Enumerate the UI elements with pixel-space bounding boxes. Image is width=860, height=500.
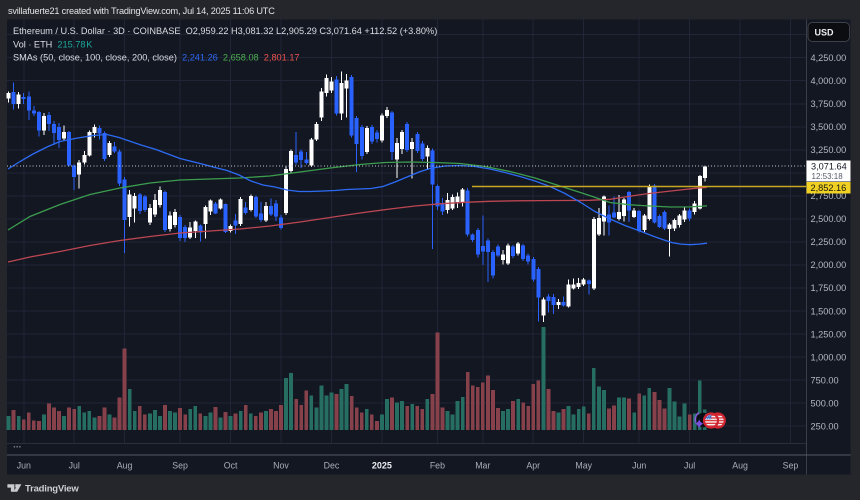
svg-text:Vol · ETH 215.78 K: Vol · ETH 215.78 K (13, 40, 93, 50)
svg-text:Aug: Aug (117, 461, 133, 471)
svg-text:Oct: Oct (224, 461, 238, 471)
svg-text:Sep: Sep (783, 461, 799, 471)
svg-text:Jun: Jun (17, 461, 31, 471)
svg-text:2,500.00: 2,500.00 (811, 214, 847, 224)
svg-text:Nov: Nov (273, 461, 289, 471)
svg-text:3,071.64: 3,071.64 (811, 162, 847, 172)
svg-text:2,250.00: 2,250.00 (811, 237, 847, 247)
svg-text:12:53:18: 12:53:18 (812, 172, 844, 181)
svg-text:May: May (575, 461, 592, 471)
svg-text:TradingView: TradingView (25, 484, 79, 495)
svg-text:Ethereum / U.S. Dollar · 3D ·: Ethereum / U.S. Dollar · 3D · COINBASE O… (13, 26, 437, 36)
svg-text:2,852.16: 2,852.16 (811, 183, 847, 193)
svg-text:3,500.00: 3,500.00 (811, 122, 847, 132)
svg-text:2025: 2025 (372, 461, 392, 471)
svg-text:4,000.00: 4,000.00 (811, 76, 847, 86)
svg-text:1,750.00: 1,750.00 (811, 283, 847, 293)
svg-text:Jul: Jul (684, 461, 695, 471)
svg-text:SMAs (50, close, 100, close, 2: SMAs (50, close, 100, close, 200, close)… (13, 53, 300, 63)
svg-text:Mar: Mar (475, 461, 490, 471)
svg-text:Jul: Jul (69, 461, 80, 471)
svg-text:4,250.00: 4,250.00 (811, 53, 847, 63)
svg-text:750.00: 750.00 (811, 375, 839, 385)
svg-text:2,750.00: 2,750.00 (811, 191, 847, 201)
svg-text:USD: USD (814, 27, 834, 37)
svg-text:250.00: 250.00 (811, 421, 839, 431)
svg-text:...: ... (13, 440, 22, 451)
svg-text:3,750.00: 3,750.00 (811, 99, 847, 109)
svg-text:1,500.00: 1,500.00 (811, 306, 847, 316)
svg-text:500.00: 500.00 (811, 398, 839, 408)
svg-text:svillafuerte21 created with Tr: svillafuerte21 created with TradingView.… (8, 6, 275, 16)
svg-text:1,250.00: 1,250.00 (811, 329, 847, 339)
svg-text:Dec: Dec (324, 461, 340, 471)
svg-text:Feb: Feb (430, 461, 445, 471)
svg-text:Sep: Sep (172, 461, 188, 471)
svg-text:2,000.00: 2,000.00 (811, 260, 847, 270)
svg-text:Jun: Jun (632, 461, 646, 471)
svg-text:Apr: Apr (526, 461, 540, 471)
svg-text:3,250.00: 3,250.00 (811, 145, 847, 155)
svg-text:1,000.00: 1,000.00 (811, 352, 847, 362)
svg-text:Aug: Aug (732, 461, 748, 471)
